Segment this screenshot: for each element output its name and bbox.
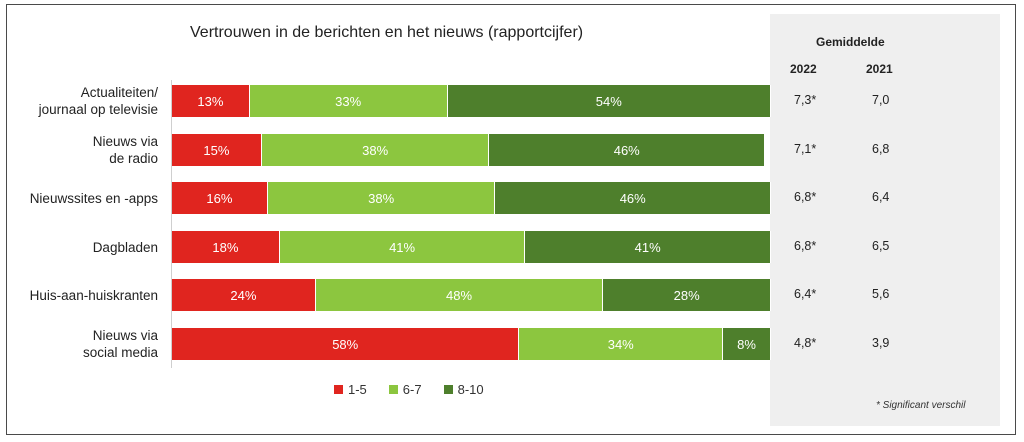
data-label: 54% bbox=[595, 93, 622, 109]
data-label: 33% bbox=[335, 93, 362, 109]
data-label: 8% bbox=[737, 336, 756, 352]
data-label: 24% bbox=[230, 287, 257, 303]
bar-segment-1-5: 16% bbox=[172, 182, 268, 214]
average-2022: 7,3* bbox=[794, 93, 817, 107]
category-label: Huis-aan-huiskranten bbox=[0, 275, 158, 315]
bar-segment-6-7: 38% bbox=[261, 134, 490, 166]
average-2022: 6,4* bbox=[794, 287, 817, 301]
year-header-2022: 2022 bbox=[790, 62, 817, 76]
category-label-line: Huis-aan-huiskranten bbox=[29, 287, 158, 303]
averages-panel bbox=[770, 14, 1000, 426]
bar-segment-8-10: 46% bbox=[495, 182, 771, 214]
bar-segment-6-7: 38% bbox=[267, 182, 496, 214]
bar-segment-6-7: 33% bbox=[249, 85, 448, 117]
bar-segment-1-5: 24% bbox=[172, 279, 316, 311]
category-label: Nieuwssites en -apps bbox=[0, 178, 158, 218]
legend-swatch bbox=[334, 385, 343, 394]
bar-segment-8-10: 54% bbox=[447, 85, 771, 117]
data-label: 41% bbox=[389, 239, 416, 255]
bar-segment-1-5: 58% bbox=[172, 328, 520, 360]
category-label-line: Nieuwssites en -apps bbox=[29, 190, 158, 206]
average-2021: 6,4 bbox=[872, 190, 890, 204]
category-label: Actualiteiten/journaal op televisie bbox=[0, 81, 158, 121]
legend: 1-5 6-7 8-10 bbox=[334, 382, 484, 397]
average-2021: 5,6 bbox=[872, 287, 890, 301]
data-label: 38% bbox=[368, 190, 395, 206]
category-label-line: journaal op televisie bbox=[38, 102, 158, 117]
data-label: 46% bbox=[613, 142, 640, 158]
average-2021: 6,8 bbox=[872, 142, 890, 156]
legend-swatch bbox=[443, 385, 453, 394]
legend-item: 6-7 bbox=[388, 382, 422, 397]
data-label: 15% bbox=[203, 142, 230, 158]
category-label-line: de radio bbox=[109, 151, 158, 166]
average-2022: 6,8* bbox=[794, 239, 817, 253]
data-label: 28% bbox=[673, 287, 700, 303]
bar-segment-8-10: 46% bbox=[489, 134, 765, 166]
legend-label: 8-10 bbox=[457, 382, 484, 397]
legend-label: 1-5 bbox=[348, 382, 367, 397]
category-label: Nieuws via de radio bbox=[0, 130, 158, 170]
bar-segment-6-7: 41% bbox=[279, 231, 526, 263]
chart-title: Vertrouwen in de berichten en het nieuws… bbox=[190, 24, 584, 41]
average-2022: 7,1* bbox=[794, 142, 817, 156]
averages-header: Gemiddelde bbox=[816, 35, 885, 49]
data-label: 41% bbox=[634, 239, 661, 255]
bar-segment-1-5: 13% bbox=[172, 85, 250, 117]
legend-item: 8-10 bbox=[443, 382, 484, 397]
data-label: 46% bbox=[619, 190, 646, 206]
bar-segment-6-7: 34% bbox=[519, 328, 724, 360]
category-label-line: Nieuws via bbox=[92, 134, 158, 149]
data-label: 58% bbox=[332, 336, 359, 352]
bar-segment-1-5: 15% bbox=[172, 134, 262, 166]
category-label: Dagbladen bbox=[0, 227, 158, 267]
bar-segment-6-7: 48% bbox=[315, 279, 604, 311]
category-label-line: Nieuws via bbox=[92, 328, 158, 343]
category-label-line: Dagbladen bbox=[92, 239, 158, 255]
average-2021: 3,9 bbox=[872, 336, 890, 350]
year-header-2021: 2021 bbox=[866, 62, 893, 76]
legend-item: 1-5 bbox=[334, 382, 367, 397]
category-label-line: social media bbox=[82, 345, 158, 360]
data-label: 34% bbox=[607, 336, 634, 352]
average-2022: 6,8* bbox=[794, 190, 817, 204]
legend-swatch bbox=[388, 385, 398, 394]
legend-label: 6-7 bbox=[402, 382, 422, 397]
data-label: 38% bbox=[362, 142, 389, 158]
category-label: Nieuws via social media bbox=[0, 324, 158, 364]
data-label: 16% bbox=[206, 190, 233, 206]
bar-segment-1-5: 18% bbox=[172, 231, 280, 263]
average-2021: 7,0 bbox=[872, 93, 890, 107]
footnote: * Significant verschil bbox=[876, 400, 966, 411]
data-label: 13% bbox=[197, 93, 224, 109]
bar-segment-8-10: 8% bbox=[723, 328, 771, 360]
data-label: 18% bbox=[212, 239, 239, 255]
bar-segment-8-10: 41% bbox=[525, 231, 771, 263]
data-label: 48% bbox=[445, 287, 473, 303]
category-axis bbox=[171, 80, 172, 368]
bar-segment-8-10: 28% bbox=[603, 279, 771, 311]
category-label-line: Actualiteiten/ bbox=[80, 85, 158, 100]
average-2022: 4,8* bbox=[794, 336, 817, 350]
average-2021: 6,5 bbox=[872, 239, 890, 253]
